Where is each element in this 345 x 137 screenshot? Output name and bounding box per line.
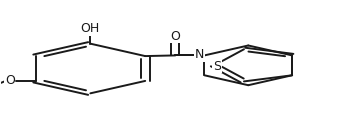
Text: N: N (195, 48, 204, 61)
Text: OH: OH (81, 22, 100, 35)
Text: S: S (213, 59, 221, 72)
Text: O: O (170, 30, 180, 43)
Text: O: O (5, 74, 15, 87)
